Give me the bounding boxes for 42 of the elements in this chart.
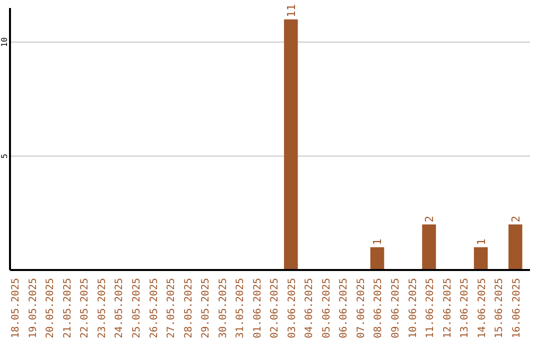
x-tick-label: 28.05.2025	[183, 278, 194, 338]
y-tick-label: 10	[0, 37, 9, 47]
bar	[422, 224, 436, 270]
x-tick-label: 25.05.2025	[132, 278, 142, 338]
x-tick-label: 21.05.2025	[62, 278, 74, 338]
x-tick-label: 26.05.2025	[148, 278, 160, 338]
x-tick-label: 19.05.2025	[28, 278, 39, 338]
x-tick-label: 15.06.2025	[494, 278, 506, 338]
x-tick-label: 01.06.2025	[252, 278, 264, 338]
x-tick-label: 22.05.2025	[80, 278, 91, 338]
data-label: 1	[474, 238, 488, 246]
x-tick-label: 10.06.2025	[408, 278, 419, 338]
bar	[284, 19, 298, 270]
x-tick-label: 02.06.2025	[270, 278, 281, 338]
x-tick-label: 07.06.2025	[356, 278, 367, 338]
data-label: 1	[371, 238, 384, 246]
bar	[508, 224, 522, 270]
x-tick-label: 27.05.2025	[166, 278, 178, 338]
x-tick-label: 29.05.2025	[200, 278, 212, 338]
x-tick-label: 24.05.2025	[114, 278, 126, 338]
x-tick-label: 20.05.2025	[45, 278, 56, 338]
x-tick-label: 16.06.2025	[511, 278, 522, 338]
x-tick-label: 11.06.2025	[425, 278, 436, 338]
x-tick-label: 09.06.2025	[390, 278, 402, 338]
x-tick-label: 03.06.2025	[286, 278, 298, 338]
x-tick-label: 31.05.2025	[235, 278, 246, 338]
x-tick-label: 05.06.2025	[321, 278, 332, 338]
x-tick-label: 30.05.2025	[218, 278, 229, 338]
x-tick-label: 23.05.2025	[96, 278, 108, 338]
x-tick-label: 13.06.2025	[460, 278, 471, 338]
x-tick-label: 12.06.2025	[442, 278, 454, 338]
x-tick-label: 18.05.2025	[10, 278, 22, 338]
x-tick-label: 08.06.2025	[373, 278, 384, 338]
x-tick-label: 06.06.2025	[338, 278, 350, 338]
data-label: 2	[509, 216, 522, 222]
x-tick-label: 14.06.2025	[476, 278, 488, 338]
y-tick-label: 5	[0, 154, 9, 158]
data-label: 2	[423, 216, 436, 222]
data-label: 11	[284, 4, 298, 18]
bar	[474, 247, 488, 270]
x-tick-label: 04.06.2025	[304, 278, 316, 338]
bar	[370, 247, 384, 270]
